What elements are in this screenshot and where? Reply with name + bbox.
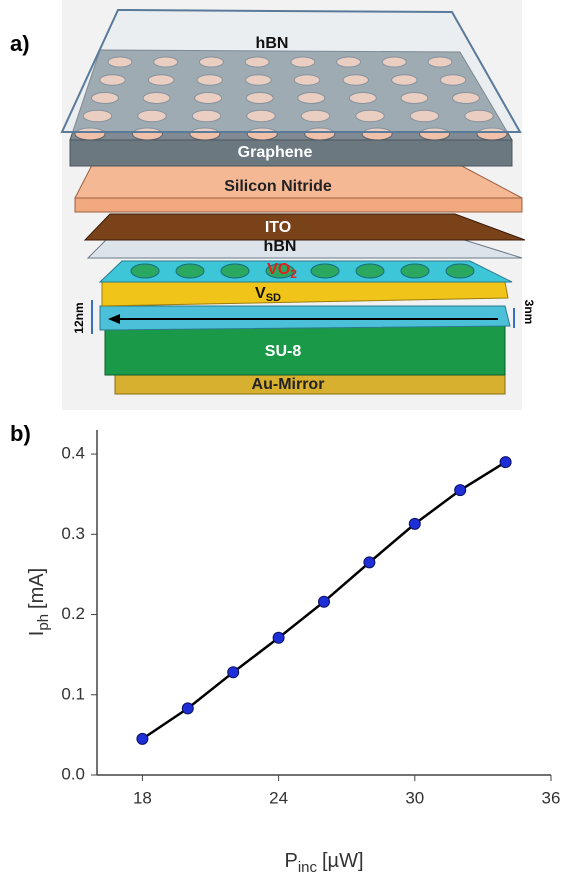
x-tick-label: 36 bbox=[542, 788, 561, 807]
label-sub: inc bbox=[298, 859, 318, 876]
data-point bbox=[137, 733, 148, 744]
layer-label: ITO bbox=[265, 219, 291, 236]
plot: 0.0 0.1 0.2 0.3 0.4 18 24 30 36 bbox=[61, 430, 560, 807]
data-point bbox=[319, 596, 330, 607]
hbn-layer bbox=[88, 238, 522, 258]
layer-label: Graphene bbox=[238, 144, 313, 161]
data-point bbox=[182, 703, 193, 714]
x-tick-label: 30 bbox=[405, 788, 424, 807]
hole bbox=[131, 264, 159, 278]
hole bbox=[446, 264, 474, 278]
dimension-label: 12nm bbox=[72, 302, 86, 333]
label-sub: SD bbox=[266, 292, 281, 304]
label-unit: [µW] bbox=[322, 850, 364, 872]
label-sub: 2 bbox=[290, 267, 297, 281]
label-base: V bbox=[255, 285, 266, 302]
silicon-nitride-front bbox=[75, 198, 522, 212]
hole bbox=[176, 264, 204, 278]
ito-layer bbox=[85, 214, 525, 240]
dimension-label: 3nm bbox=[522, 300, 536, 325]
data-point bbox=[455, 485, 466, 496]
y-tick-label: 0.0 bbox=[61, 764, 85, 783]
data-point bbox=[364, 557, 375, 568]
layer-label: SU-8 bbox=[265, 343, 302, 360]
hole bbox=[356, 264, 384, 278]
y-tick-label: 0.4 bbox=[61, 444, 85, 463]
label-base: VO bbox=[267, 261, 290, 278]
hole bbox=[401, 264, 429, 278]
layer-label: Au-Mirror bbox=[252, 376, 325, 393]
layer-label: hBN bbox=[264, 238, 297, 255]
y-tick-label: 0.2 bbox=[61, 604, 85, 623]
su8-layer bbox=[105, 325, 505, 375]
panel-label: b) bbox=[10, 421, 31, 446]
x-axis-label: Pinc[µW] bbox=[284, 850, 363, 876]
figure: a) Au-Mirror SU-8 VSD VO2 hBN ITO Silico… bbox=[0, 0, 569, 880]
x-tick-label: 24 bbox=[269, 788, 288, 807]
page: {"panel_a": {"label": "a)", "layers": {"… bbox=[0, 0, 569, 880]
label-sub: ph bbox=[35, 614, 52, 631]
top-hbn-sheet bbox=[62, 10, 520, 132]
label-unit: [mA] bbox=[26, 568, 48, 609]
y-tick-label: 0.1 bbox=[61, 684, 85, 703]
y-axis-label: Iph[mA] bbox=[26, 568, 52, 636]
hole bbox=[311, 264, 339, 278]
x-tick-label: 18 bbox=[133, 788, 152, 807]
data-point bbox=[273, 632, 284, 643]
data-point bbox=[500, 457, 511, 468]
data-point bbox=[409, 518, 420, 529]
panel-label: a) bbox=[10, 31, 30, 56]
y-tick-label: 0.3 bbox=[61, 524, 85, 543]
layer-label: Silicon Nitride bbox=[224, 178, 332, 195]
data-point bbox=[228, 667, 239, 678]
hole bbox=[221, 264, 249, 278]
layer-label: hBN bbox=[256, 35, 289, 52]
label-base: P bbox=[284, 850, 297, 872]
